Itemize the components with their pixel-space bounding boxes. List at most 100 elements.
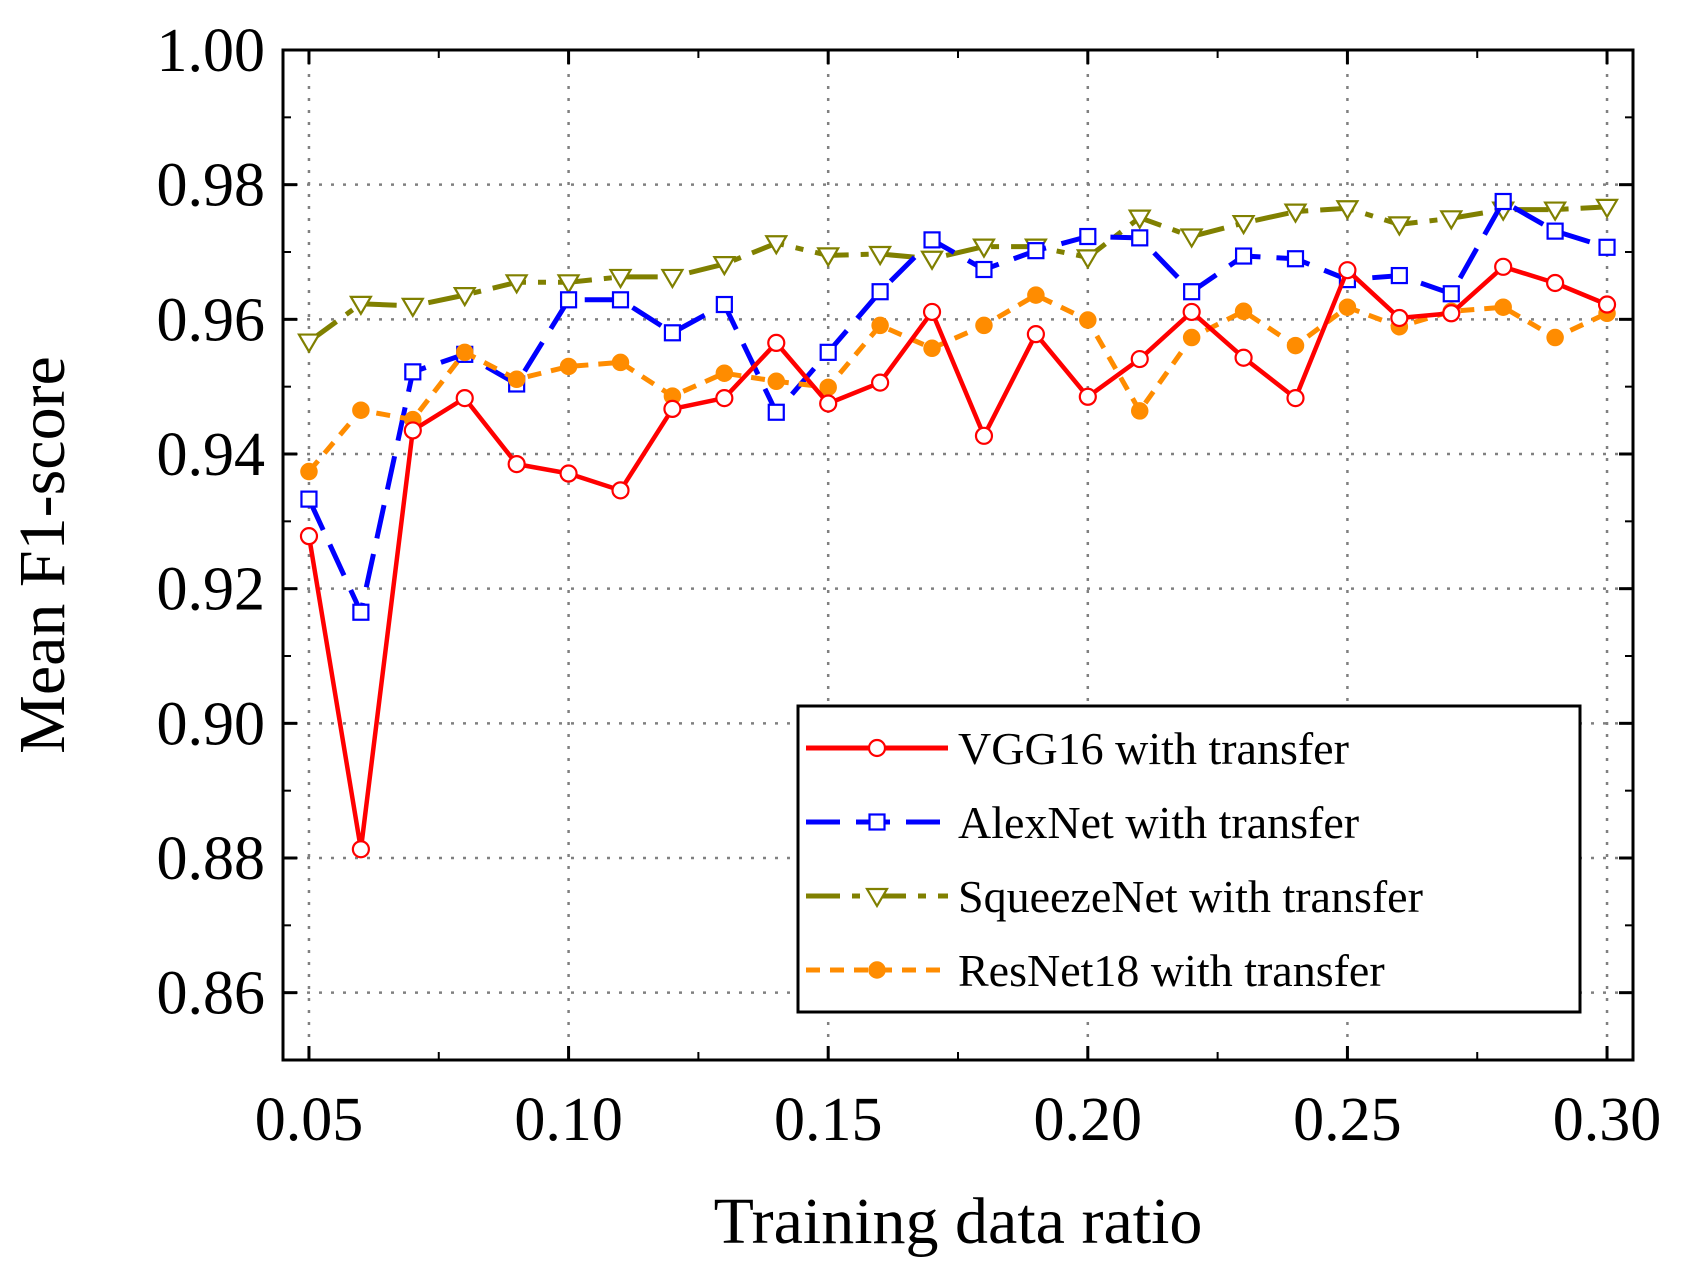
data-point-squeezenet: [1283, 203, 1308, 224]
data-point-squeezenet: [868, 245, 893, 267]
legend-marker-alexnet: [868, 813, 886, 831]
data-point-vgg16: [1026, 325, 1045, 344]
data-point-alexnet: [1131, 229, 1149, 247]
data-point-alexnet: [611, 291, 630, 309]
data-point-squeezenet: [1335, 200, 1360, 221]
data-point-alexnet: [923, 231, 941, 249]
data-point-squeezenet: [1595, 198, 1619, 220]
data-point-alexnet: [1390, 266, 1408, 285]
legend-box: [796, 704, 1582, 1014]
series-line-alexnet: [306, 199, 1608, 615]
data-point-resnet18: [1546, 328, 1564, 347]
series-line-squeezenet: [307, 204, 1608, 344]
data-point-squeezenet: [920, 250, 944, 271]
data-point-resnet18: [923, 339, 941, 358]
data-point-alexnet: [1079, 227, 1097, 246]
data-point-squeezenet: [972, 238, 996, 259]
data-point-alexnet: [975, 260, 993, 279]
series-squeezenet: [297, 198, 1619, 354]
data-point-resnet18: [767, 372, 786, 391]
legend-label-resnet18: ResNet18 with transfer: [958, 945, 1385, 996]
data-point-vgg16: [507, 455, 526, 474]
data-point-vgg16: [1597, 295, 1617, 314]
data-point-resnet18: [1182, 328, 1201, 347]
data-point-vgg16: [1182, 302, 1201, 322]
series-alexnet: [300, 192, 1616, 621]
data-point-alexnet: [767, 403, 785, 421]
legend-marker-squeezenet: [865, 887, 889, 909]
y-tick-label: 0.86: [157, 960, 266, 1028]
data-point-vgg16: [663, 399, 682, 418]
data-point-squeezenet: [400, 297, 425, 319]
x-tick-label: 0.25: [1293, 1086, 1402, 1154]
data-point-squeezenet: [1439, 210, 1464, 231]
y-tick-label: 1.00: [157, 17, 266, 85]
data-point-vgg16: [819, 394, 838, 413]
data-point-alexnet: [1183, 283, 1201, 301]
legend: VGG16 with transfer AlexNet with transfer…: [796, 704, 1582, 1014]
data-point-vgg16: [611, 481, 630, 500]
data-point-alexnet: [871, 283, 889, 301]
data-point-squeezenet: [504, 274, 529, 295]
data-point-vgg16: [767, 333, 786, 352]
series-layer: [297, 192, 1619, 859]
data-point-resnet18: [1079, 311, 1097, 329]
data-point-vgg16: [871, 373, 890, 392]
data-point-vgg16: [403, 421, 422, 440]
data-point-resnet18: [1494, 298, 1512, 316]
data-point-vgg16: [1078, 387, 1097, 406]
data-point-alexnet: [1546, 222, 1564, 240]
data-point-resnet18: [455, 343, 474, 362]
series-vgg16: [299, 257, 1617, 859]
data-point-resnet18: [559, 357, 578, 376]
data-point-alexnet: [1442, 285, 1460, 303]
data-point-vgg16: [1130, 349, 1149, 369]
data-point-vgg16: [715, 389, 734, 408]
y-axis-title: Mean F1-score: [6, 356, 79, 754]
data-point-squeezenet: [764, 235, 789, 256]
data-point-vgg16: [1442, 304, 1461, 323]
data-point-resnet18: [1130, 402, 1149, 420]
y-tick-label: 0.98: [157, 152, 266, 220]
data-point-alexnet: [1234, 247, 1253, 265]
data-point-vgg16: [455, 389, 474, 408]
y-tick-label: 0.92: [157, 556, 266, 624]
data-point-alexnet: [1494, 192, 1512, 211]
data-point-resnet18: [352, 401, 370, 419]
data-point-squeezenet: [1179, 228, 1204, 249]
data-point-alexnet: [819, 343, 837, 361]
data-point-vgg16: [922, 302, 942, 322]
legend-label-vgg16: VGG16 with transfer: [958, 723, 1349, 774]
data-point-squeezenet: [608, 268, 633, 290]
axis-ticks: [283, 48, 1633, 1060]
data-point-vgg16: [1494, 257, 1513, 276]
x-tick-label: 0.15: [774, 1086, 883, 1154]
data-point-alexnet: [1598, 238, 1616, 256]
y-tick-label: 0.96: [157, 286, 266, 354]
legend-marker-resnet18: [868, 961, 886, 979]
data-point-squeezenet: [1543, 201, 1568, 222]
data-point-vgg16: [1338, 261, 1357, 280]
y-tick-label: 0.88: [157, 825, 266, 893]
data-point-vgg16: [1286, 389, 1305, 408]
data-point-squeezenet: [348, 295, 373, 317]
series-line-resnet18: [307, 292, 1609, 474]
data-point-vgg16: [974, 426, 994, 445]
legend-label-alexnet: AlexNet with transfer: [958, 797, 1359, 848]
data-point-squeezenet: [660, 268, 685, 290]
data-point-vgg16: [1390, 308, 1409, 328]
data-point-squeezenet: [1075, 249, 1100, 270]
data-point-alexnet: [663, 324, 682, 342]
data-point-resnet18: [715, 364, 734, 382]
data-point-resnet18: [1286, 336, 1305, 355]
legend-marker-vgg16: [867, 738, 887, 758]
data-point-alexnet: [715, 295, 733, 314]
data-point-squeezenet: [1387, 216, 1412, 237]
data-point-squeezenet: [452, 286, 477, 308]
data-point-resnet18: [1027, 286, 1045, 304]
tick-labels: 0.86 0.88 0.90 0.92 0.94 0.96 0.98 1.00 0.05 0.10…: [157, 17, 1662, 1154]
data-point-resnet18: [507, 370, 526, 389]
data-point-alexnet: [300, 490, 318, 508]
data-point-alexnet: [404, 363, 422, 381]
data-point-vgg16: [299, 527, 319, 546]
